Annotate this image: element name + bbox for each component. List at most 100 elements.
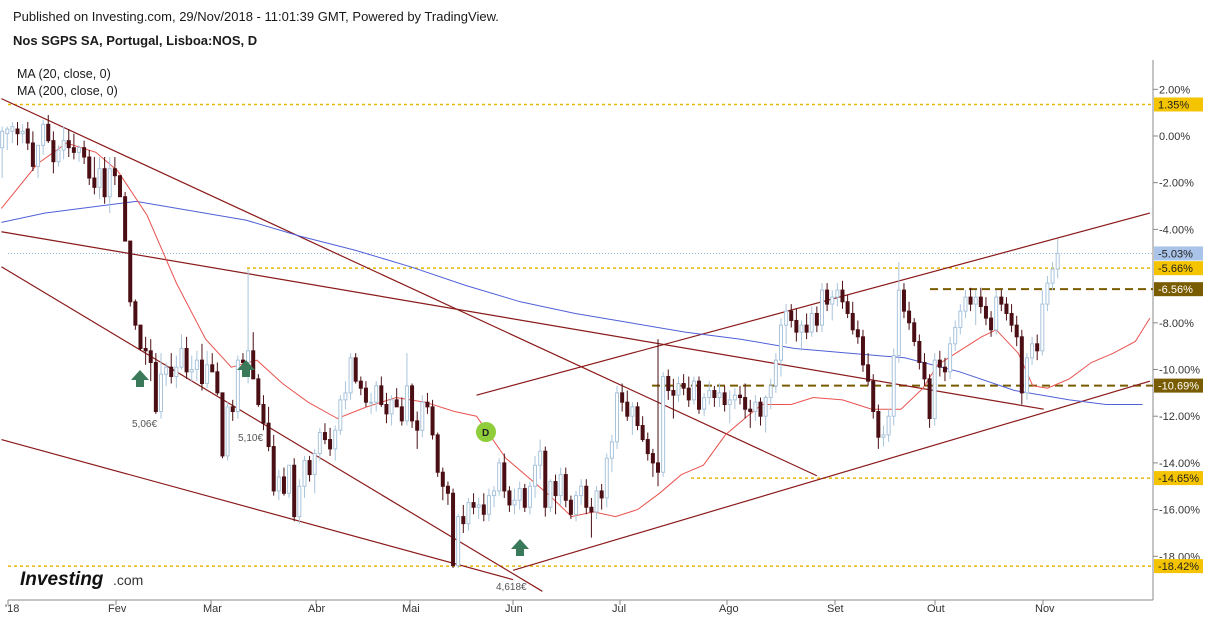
- y-tick-label: -14.00%: [1159, 458, 1200, 470]
- candle-body: [174, 366, 179, 378]
- candle-body: [871, 380, 876, 413]
- candle-body: [317, 432, 322, 455]
- candle-body: [5, 128, 10, 135]
- candle-body: [727, 399, 732, 406]
- candle-body: [1055, 252, 1060, 270]
- candle-body: [1040, 303, 1045, 352]
- x-tick-label: Jun: [505, 603, 523, 615]
- candle-body: [451, 492, 456, 567]
- candle-body: [630, 406, 635, 417]
- trend-line: [1, 438, 514, 581]
- candle-body: [179, 347, 184, 368]
- candle-body: [732, 394, 737, 401]
- candle-body: [435, 434, 440, 473]
- candle-body: [927, 378, 932, 420]
- candle-body: [881, 434, 886, 438]
- candle-body: [512, 499, 517, 506]
- dividend-marker: [476, 422, 496, 442]
- candle-body: [666, 376, 671, 392]
- candle-body: [599, 490, 604, 499]
- candle-body: [850, 312, 855, 331]
- y-tick-label: -10.00%: [1159, 365, 1200, 377]
- price-annotation: 5,06€: [132, 419, 157, 430]
- y-tick-label: -4.00%: [1159, 224, 1194, 236]
- candle-body: [492, 490, 497, 497]
- candle-body: [486, 495, 491, 515]
- candle-body: [615, 392, 620, 443]
- candle-body: [266, 422, 271, 448]
- candle-body: [97, 168, 102, 188]
- candle-body: [133, 301, 138, 326]
- candle-body: [51, 140, 56, 163]
- candle-body: [907, 310, 912, 324]
- y-tick-label: 2.00%: [1159, 84, 1190, 96]
- published-note: Published on Investing.com, 29/Nov/2018 …: [13, 9, 499, 24]
- candle-body: [461, 516, 466, 525]
- candle-body: [901, 289, 906, 312]
- candle-body: [15, 128, 20, 135]
- candle-body: [420, 401, 425, 431]
- candle-body: [763, 397, 768, 417]
- x-tick-label: Fev: [108, 603, 127, 615]
- candle-body: [256, 378, 261, 406]
- candle-body: [953, 326, 958, 345]
- candle-body: [56, 149, 61, 163]
- level-label: -14.65%: [1158, 473, 1199, 485]
- candle-body: [287, 464, 292, 494]
- level-label-box: [1154, 378, 1203, 393]
- candle-body: [466, 502, 471, 525]
- candle-body: [251, 350, 256, 380]
- candle-body: [307, 460, 312, 476]
- candle-body: [143, 347, 148, 352]
- candle-body: [471, 502, 476, 508]
- candle-body: [584, 485, 589, 508]
- candle-body: [758, 401, 763, 417]
- candle-body: [999, 296, 1004, 305]
- candle-body: [702, 397, 707, 410]
- candle-body: [527, 485, 532, 508]
- level-label: -6.56%: [1158, 284, 1193, 296]
- candle-body: [481, 504, 486, 515]
- candle-body: [522, 488, 527, 508]
- trend-line: [512, 380, 1151, 571]
- candle-body: [645, 439, 650, 455]
- price-annotation: 5,10€: [238, 433, 263, 444]
- candle-body: [369, 401, 374, 404]
- candle-body: [235, 359, 240, 413]
- level-label: -10.69%: [1158, 381, 1199, 393]
- level-label: -18.42%: [1158, 561, 1199, 573]
- level-label: -5.03%: [1158, 248, 1193, 260]
- candle-body: [845, 301, 850, 314]
- candle-body: [338, 399, 343, 431]
- candle-body: [261, 404, 266, 424]
- candle-body: [225, 406, 230, 457]
- candle-body: [650, 453, 655, 464]
- candle-body: [440, 471, 445, 487]
- candle-body: [276, 476, 281, 492]
- candle-body: [353, 357, 358, 382]
- candle-body: [661, 376, 666, 473]
- candle-body: [36, 144, 41, 167]
- candle-body: [676, 383, 681, 396]
- candle-body: [891, 354, 896, 417]
- candle-body: [738, 394, 742, 399]
- candle-body: [1030, 343, 1035, 359]
- candle-body: [533, 464, 538, 487]
- y-tick-label: 0.00%: [1159, 131, 1190, 143]
- candle-body: [983, 305, 988, 319]
- candle-body: [609, 441, 614, 459]
- candle-body: [604, 457, 609, 499]
- candle-body: [215, 371, 220, 394]
- y-tick-label: -8.00%: [1159, 318, 1194, 330]
- candle-body: [220, 392, 225, 457]
- candle-body: [41, 123, 46, 146]
- candle-body: [497, 462, 502, 492]
- candle-body: [1014, 324, 1019, 338]
- candle-body: [271, 446, 276, 492]
- candle-body: [112, 168, 117, 177]
- level-label: 1.35%: [1158, 99, 1189, 111]
- candle-body: [691, 380, 696, 401]
- candle-body: [61, 140, 66, 151]
- candle-body: [574, 495, 579, 515]
- ma20-legend: MA (20, close, 0): [17, 67, 111, 81]
